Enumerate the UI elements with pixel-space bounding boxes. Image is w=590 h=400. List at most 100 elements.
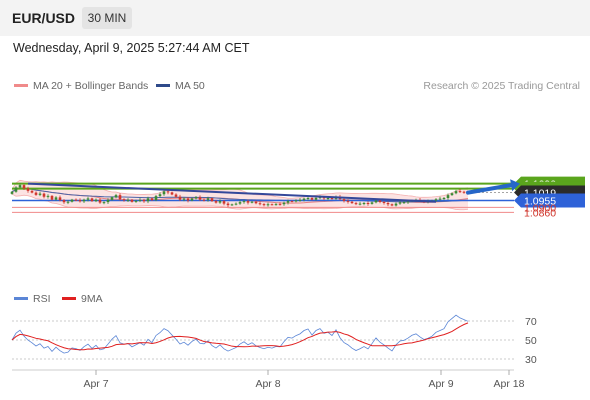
candle-body — [214, 201, 218, 203]
candle — [186, 197, 190, 203]
candle-body — [442, 198, 446, 199]
legend-swatch-9ma — [62, 296, 76, 300]
candle-body — [446, 195, 450, 198]
candle — [346, 199, 350, 204]
candle-body — [382, 202, 386, 203]
level-label: 1.0860 — [524, 207, 556, 219]
candle — [46, 194, 50, 199]
candle-body — [82, 199, 86, 202]
candle — [78, 198, 82, 203]
level-label: 1.0955 — [524, 196, 556, 208]
candle-body — [202, 199, 206, 201]
header-bar: EUR/USD 30 MIN — [0, 0, 590, 36]
candle-body — [290, 201, 294, 203]
candle — [238, 200, 242, 205]
candle-body — [398, 202, 402, 204]
candle — [230, 203, 234, 206]
candle — [402, 201, 406, 204]
candle — [86, 196, 90, 202]
candle — [58, 195, 62, 202]
candle-body — [378, 200, 382, 202]
candle — [190, 197, 194, 202]
candle — [446, 193, 450, 200]
legend-swatch-bollinger — [14, 83, 28, 87]
legend-label-9ma: 9MA — [81, 293, 103, 305]
candle — [42, 192, 46, 199]
candle-body — [314, 197, 318, 200]
candle — [94, 198, 98, 203]
bollinger-lower — [11, 193, 469, 211]
candle-body — [394, 203, 398, 206]
candle — [98, 197, 102, 204]
research-credit: Research © 2025 Trading Central — [423, 80, 580, 92]
candle-body — [102, 202, 106, 204]
candle — [150, 197, 154, 201]
candle-body — [302, 198, 306, 200]
candle-body — [126, 199, 130, 201]
candle-body — [262, 204, 266, 206]
candle-body — [462, 191, 466, 193]
x-tick-label: Apr 18 — [494, 378, 525, 390]
candle — [310, 197, 314, 201]
instrument-title: EUR/USD — [12, 10, 76, 26]
legend-item-rsi: RSI — [14, 293, 51, 305]
candle-body — [166, 191, 170, 193]
candle — [366, 201, 370, 206]
candle-body — [294, 200, 298, 202]
candle-body — [194, 197, 198, 199]
candle-body — [318, 197, 322, 199]
candle — [394, 202, 398, 207]
candle — [290, 200, 294, 203]
candle — [174, 193, 178, 198]
candle-body — [286, 201, 290, 203]
candle — [226, 202, 230, 207]
candle — [102, 201, 106, 205]
candle-body — [14, 187, 18, 192]
timeframe-badge[interactable]: 30 MIN — [82, 7, 132, 29]
candle-body — [402, 202, 406, 204]
legend-label-bollinger: MA 20 + Bollinger Bands — [33, 80, 149, 92]
candle-body — [450, 193, 454, 196]
rsi-tick-label: 50 — [525, 335, 537, 347]
candle — [194, 195, 198, 200]
candle-body — [310, 198, 314, 200]
candle — [458, 189, 462, 194]
candle — [182, 197, 186, 202]
candle — [206, 196, 210, 202]
x-tick-label: Apr 8 — [255, 378, 280, 390]
candle — [170, 191, 174, 196]
candle — [270, 203, 274, 206]
candle-body — [146, 198, 150, 202]
candle — [278, 202, 282, 206]
candle-body — [274, 204, 278, 206]
candle — [358, 201, 362, 206]
candle — [242, 200, 246, 204]
legend-swatch-ma50 — [156, 83, 170, 87]
candle — [210, 197, 214, 202]
candle-body — [358, 203, 362, 205]
candle-body — [374, 200, 378, 203]
candle-body — [246, 201, 250, 203]
timestamp: Wednesday, April 9, 2025 5:27:44 AM CET — [13, 41, 250, 55]
candle — [302, 197, 306, 202]
level-label: 1.0900 — [524, 202, 556, 214]
candle-body — [94, 199, 98, 202]
candle-body — [306, 198, 310, 199]
candle-body — [362, 203, 366, 204]
candle — [254, 200, 258, 205]
candle — [390, 203, 394, 207]
candle — [14, 186, 18, 193]
candle-body — [98, 199, 102, 203]
candle-body — [222, 201, 226, 204]
candle — [382, 200, 386, 205]
candle-body — [18, 185, 22, 188]
legend-item-9ma: 9MA — [62, 293, 103, 305]
candle-body — [30, 190, 34, 193]
candle-body — [434, 199, 438, 201]
rsi-tick-label: 70 — [525, 316, 537, 328]
candle-body — [74, 199, 78, 201]
candle — [154, 194, 158, 202]
candle — [34, 191, 38, 196]
